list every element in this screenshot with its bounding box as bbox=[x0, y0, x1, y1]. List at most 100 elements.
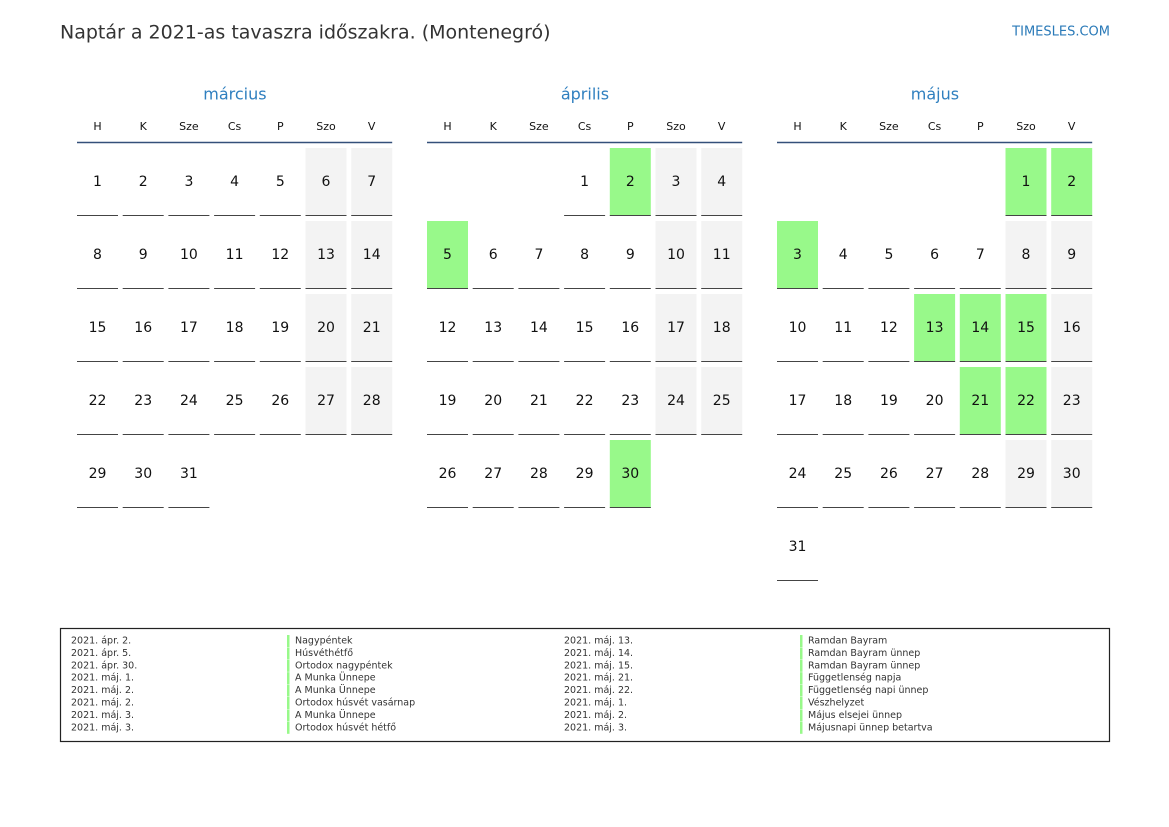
day: 9 bbox=[139, 247, 148, 263]
holiday-marker bbox=[287, 659, 290, 672]
holiday-marker bbox=[800, 697, 803, 709]
holiday-marker bbox=[287, 697, 290, 709]
weekend-cell bbox=[655, 294, 697, 362]
holiday-marker bbox=[800, 647, 803, 660]
holiday-cell bbox=[1005, 367, 1047, 435]
holiday-marker bbox=[287, 672, 290, 685]
holiday-date: 2021. máj. 2. bbox=[71, 698, 134, 709]
day: 1 bbox=[93, 174, 102, 190]
day: 14 bbox=[971, 320, 989, 336]
weekend-cell bbox=[305, 294, 347, 362]
day: 7 bbox=[534, 247, 543, 263]
day: 3 bbox=[672, 174, 681, 190]
day: 26 bbox=[880, 466, 898, 482]
weekday: Sze bbox=[529, 120, 549, 133]
day: 3 bbox=[793, 247, 802, 263]
day: 2 bbox=[626, 174, 635, 190]
holiday-name: Ortodox nagypéntek bbox=[295, 660, 393, 671]
day: 6 bbox=[489, 247, 498, 263]
holiday-marker bbox=[287, 635, 290, 647]
day: 30 bbox=[621, 466, 639, 482]
day: 9 bbox=[626, 247, 635, 263]
holiday-cell bbox=[427, 221, 468, 289]
day: 27 bbox=[926, 466, 944, 482]
day: 23 bbox=[1063, 393, 1081, 409]
day: 8 bbox=[1022, 247, 1031, 263]
holiday-date: 2021. ápr. 30. bbox=[71, 660, 137, 671]
day: 21 bbox=[530, 393, 548, 409]
holiday-name: A Munka Ünnepe bbox=[295, 673, 376, 684]
holiday-cell bbox=[609, 440, 651, 508]
day: 11 bbox=[226, 247, 244, 263]
day: 21 bbox=[971, 393, 989, 409]
holiday-marker bbox=[287, 684, 290, 697]
weekday: H bbox=[93, 120, 101, 133]
day: 29 bbox=[1017, 466, 1035, 482]
day: 30 bbox=[1063, 466, 1081, 482]
day: 31 bbox=[789, 539, 807, 555]
weekend-cell bbox=[351, 221, 393, 289]
holiday-name: Ramdan Bayram bbox=[808, 636, 887, 647]
holiday-marker bbox=[287, 709, 290, 722]
weekday: Szo bbox=[666, 120, 686, 133]
day: 12 bbox=[880, 320, 898, 336]
day: 15 bbox=[1017, 320, 1035, 336]
day: 5 bbox=[443, 247, 452, 263]
weekend-cell bbox=[1051, 221, 1093, 289]
holiday-date: 2021. máj. 21. bbox=[564, 673, 633, 684]
weekend-cell bbox=[1051, 367, 1093, 435]
site-link[interactable]: TIMESLES.COM bbox=[1011, 25, 1110, 40]
day: 16 bbox=[1063, 320, 1081, 336]
day: 25 bbox=[713, 393, 731, 409]
weekday: K bbox=[840, 120, 848, 133]
day: 20 bbox=[317, 320, 335, 336]
day: 6 bbox=[930, 247, 939, 263]
day: 10 bbox=[789, 320, 807, 336]
weekend-cell bbox=[1005, 221, 1047, 289]
day: 30 bbox=[134, 466, 152, 482]
day: 3 bbox=[184, 174, 193, 190]
day: 4 bbox=[839, 247, 848, 263]
weekend-cell bbox=[305, 221, 347, 289]
day: 12 bbox=[439, 320, 457, 336]
weekday: H bbox=[443, 120, 451, 133]
day: 23 bbox=[621, 393, 639, 409]
weekend-cell bbox=[351, 294, 393, 362]
holiday-name: Ramdan Bayram ünnep bbox=[808, 648, 920, 659]
weekday: P bbox=[977, 120, 984, 133]
weekday: P bbox=[627, 120, 634, 133]
day: 21 bbox=[363, 320, 381, 336]
day: 5 bbox=[276, 174, 285, 190]
weekend-cell bbox=[701, 221, 743, 289]
weekend-cell bbox=[655, 221, 697, 289]
weekend-cell bbox=[1051, 440, 1093, 508]
day: 23 bbox=[134, 393, 152, 409]
day: 11 bbox=[713, 247, 731, 263]
holiday-date: 2021. máj. 3. bbox=[71, 722, 134, 733]
holiday-name: Májusnapi ünnep betartva bbox=[808, 722, 933, 733]
day: 17 bbox=[789, 393, 807, 409]
holiday-date: 2021. máj. 2. bbox=[564, 710, 627, 721]
day: 5 bbox=[884, 247, 893, 263]
day: 24 bbox=[667, 393, 685, 409]
weekend-cell bbox=[655, 367, 697, 435]
day: 6 bbox=[322, 174, 331, 190]
holiday-date: 2021. máj. 3. bbox=[71, 710, 134, 721]
holiday-date: 2021. máj. 1. bbox=[564, 698, 627, 709]
holiday-cell bbox=[777, 221, 818, 289]
weekend-cell bbox=[351, 148, 393, 216]
weekday: V bbox=[1068, 120, 1076, 133]
holiday-marker bbox=[800, 684, 803, 697]
holiday-cell bbox=[609, 148, 651, 216]
day: 15 bbox=[89, 320, 107, 336]
day: 24 bbox=[789, 466, 807, 482]
day: 17 bbox=[667, 320, 685, 336]
weekday: V bbox=[718, 120, 726, 133]
weekday: Cs bbox=[228, 120, 242, 133]
day: 10 bbox=[180, 247, 198, 263]
day: 25 bbox=[834, 466, 852, 482]
holiday-marker bbox=[287, 647, 290, 660]
day: 8 bbox=[93, 247, 102, 263]
holiday-cell bbox=[959, 367, 1001, 435]
day: 19 bbox=[271, 320, 289, 336]
